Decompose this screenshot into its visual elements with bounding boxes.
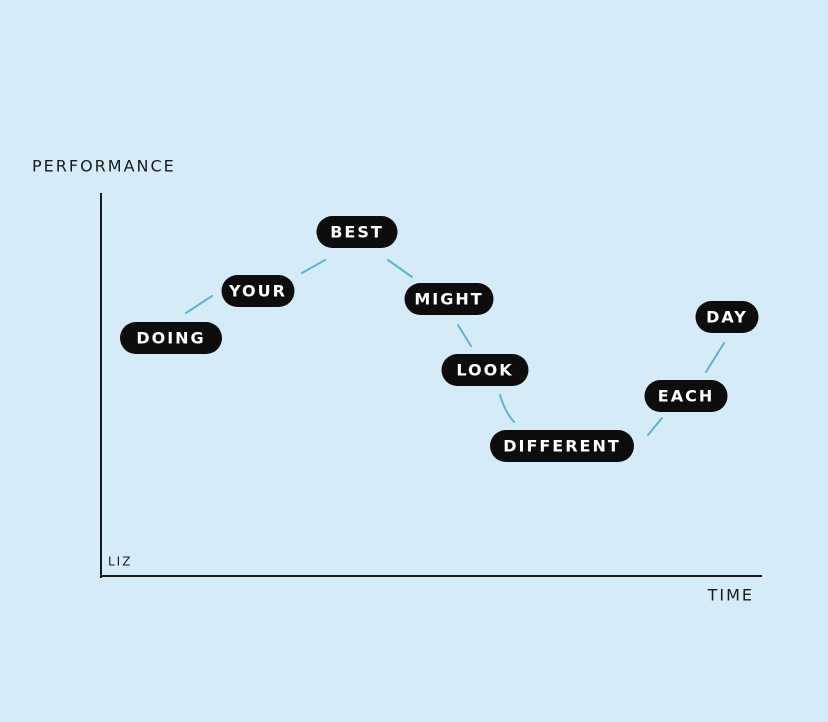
word-pill: DIFFERENT (490, 430, 634, 462)
pill (221, 275, 295, 307)
pill (490, 430, 634, 462)
connector (301, 259, 326, 274)
word-pill: BEST (316, 216, 398, 248)
pill-label: YOUR (228, 282, 287, 301)
pill (695, 301, 759, 333)
connector (185, 295, 213, 314)
word-pill: YOUR (221, 275, 295, 307)
pill-label: EACH (658, 387, 714, 406)
pill (441, 354, 529, 386)
pill-label: DIFFERENT (503, 437, 621, 456)
connector (705, 342, 725, 373)
pill-label: DOING (136, 329, 205, 348)
pill-label: BEST (330, 223, 384, 242)
pill (120, 322, 222, 354)
y-axis-label: PERFORMANCE (32, 157, 176, 176)
pill (644, 380, 728, 412)
connector (387, 259, 413, 278)
connector (499, 394, 515, 423)
pill-label: MIGHT (414, 290, 483, 309)
pill-label: LOOK (456, 361, 513, 380)
word-pill: EACH (644, 380, 728, 412)
x-axis-label: TIME (707, 586, 754, 605)
word-pill: MIGHT (404, 283, 494, 315)
connector (457, 324, 472, 347)
pill (316, 216, 398, 248)
pill (404, 283, 494, 315)
signature: LIZ (108, 555, 132, 569)
word-pill: LOOK (441, 354, 529, 386)
connector (647, 417, 663, 436)
word-pill: DAY (695, 301, 759, 333)
connectors (185, 259, 725, 436)
pill-label: DAY (706, 308, 748, 327)
word-pill: DOING (120, 322, 222, 354)
